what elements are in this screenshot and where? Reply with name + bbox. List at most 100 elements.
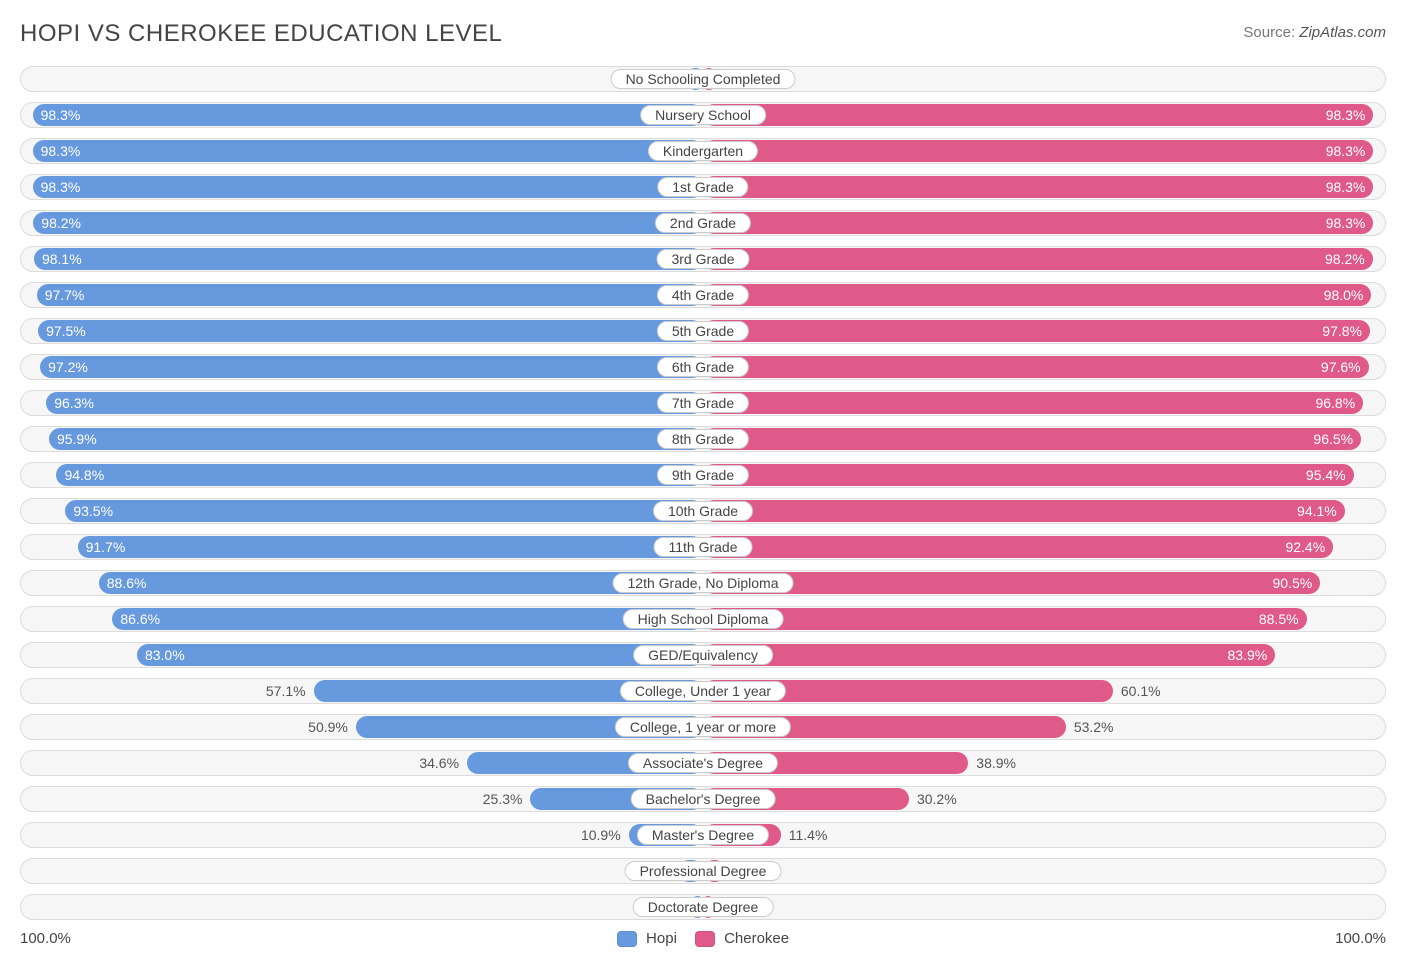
category-label: 10th Grade — [653, 501, 753, 521]
bar-left — [40, 356, 703, 378]
bar-right — [703, 464, 1354, 486]
value-left: 57.1% — [266, 683, 306, 699]
category-label: Master's Degree — [637, 825, 769, 845]
bar-right — [703, 392, 1363, 414]
category-label: Associate's Degree — [628, 753, 778, 773]
bar-left — [65, 500, 703, 522]
chart-row: 98.3%98.3%Kindergarten — [20, 138, 1386, 164]
value-right: 83.9% — [1227, 647, 1267, 663]
category-label: College, Under 1 year — [620, 681, 786, 701]
chart-row: 50.9%53.2%College, 1 year or more — [20, 714, 1386, 740]
category-label: 12th Grade, No Diploma — [613, 573, 794, 593]
value-left: 98.3% — [41, 179, 81, 195]
value-left: 10.9% — [581, 827, 621, 843]
value-right: 60.1% — [1121, 683, 1161, 699]
bar-right — [703, 428, 1361, 450]
chart-row: 98.3% 98.3% 1st Grade — [20, 174, 1386, 200]
bar-left — [33, 104, 703, 126]
value-right: 94.1% — [1297, 503, 1337, 519]
bar-left — [33, 212, 703, 234]
value-left: 93.5% — [73, 503, 113, 519]
legend: Hopi Cherokee — [617, 930, 789, 947]
value-left: 97.2% — [48, 359, 88, 375]
value-left: 95.9% — [57, 431, 97, 447]
value-right: 98.2% — [1325, 251, 1365, 267]
value-right: 38.9% — [976, 755, 1016, 771]
value-right: 96.8% — [1315, 395, 1355, 411]
category-label: No Schooling Completed — [611, 69, 796, 89]
value-left: 97.5% — [46, 323, 86, 339]
value-right: 98.3% — [1326, 179, 1366, 195]
chart-row: 93.5% 94.1% 10th Grade — [20, 498, 1386, 524]
axis-left-max: 100.0% — [20, 930, 71, 947]
bar-left — [78, 536, 703, 558]
legend-swatch-right — [695, 931, 715, 947]
value-right: 96.5% — [1313, 431, 1353, 447]
bar-right — [703, 356, 1369, 378]
bar-left — [49, 428, 703, 450]
value-right: 98.3% — [1326, 143, 1366, 159]
value-right: 88.5% — [1259, 611, 1299, 627]
legend-item-right: Cherokee — [695, 930, 789, 947]
category-label: 7th Grade — [657, 393, 749, 413]
category-label: 11th Grade — [653, 537, 752, 557]
value-right: 92.4% — [1285, 539, 1325, 555]
chart-row: 91.7% 92.4% 11th Grade — [20, 534, 1386, 560]
chart-row: 88.6%90.5%12th Grade, No Diploma — [20, 570, 1386, 596]
category-label: Nursery School — [640, 105, 766, 125]
value-left: 86.6% — [120, 611, 160, 627]
bar-right — [703, 104, 1373, 126]
bar-right — [703, 644, 1275, 666]
chart-row: 83.0% 83.9% GED/Equivalency — [20, 642, 1386, 668]
category-label: Kindergarten — [648, 141, 758, 161]
value-left: 25.3% — [483, 791, 523, 807]
diverging-bar-chart: 2.2%1.7%No Schooling Completed98.3%98.3%… — [20, 66, 1386, 920]
chart-title: HOPI VS CHEROKEE EDUCATION LEVEL — [20, 20, 502, 48]
category-label: Professional Degree — [625, 861, 782, 881]
category-label: 8th Grade — [657, 429, 749, 449]
bar-right — [703, 608, 1307, 630]
chart-row: 34.6%38.9%Associate's Degree — [20, 750, 1386, 776]
chart-row: 1.6%1.5%Doctorate Degree — [20, 894, 1386, 920]
chart-row: 25.3%30.2%Bachelor's Degree — [20, 786, 1386, 812]
value-right: 97.6% — [1321, 359, 1361, 375]
category-label: Doctorate Degree — [633, 897, 774, 917]
chart-row: 86.6%88.5%High School Diploma — [20, 606, 1386, 632]
value-left: 91.7% — [86, 539, 126, 555]
legend-label-left: Hopi — [646, 930, 677, 947]
value-left: 98.3% — [41, 107, 81, 123]
source-name: ZipAtlas.com — [1299, 24, 1386, 41]
category-label: 1st Grade — [657, 177, 748, 197]
bar-right — [703, 284, 1371, 306]
value-right: 97.8% — [1322, 323, 1362, 339]
category-label: 2nd Grade — [655, 213, 751, 233]
value-left: 83.0% — [145, 647, 185, 663]
legend-item-left: Hopi — [617, 930, 677, 947]
source-attribution: Source: ZipAtlas.com — [1243, 24, 1386, 41]
bar-right — [703, 320, 1370, 342]
value-right: 98.0% — [1324, 287, 1364, 303]
bar-right — [703, 248, 1373, 270]
category-label: GED/Equivalency — [633, 645, 773, 665]
chart-row: 97.7%98.0%4th Grade — [20, 282, 1386, 308]
value-left: 88.6% — [107, 575, 147, 591]
chart-row: 98.1%98.2%3rd Grade — [20, 246, 1386, 272]
chart-row: 57.1% 60.1% College, Under 1 year — [20, 678, 1386, 704]
chart-row: 97.5% 97.8% 5th Grade — [20, 318, 1386, 344]
value-left: 96.3% — [54, 395, 94, 411]
bar-left — [56, 464, 703, 486]
axis-right-max: 100.0% — [1335, 930, 1386, 947]
bar-right — [703, 176, 1373, 198]
value-left: 50.9% — [308, 719, 348, 735]
source-prefix: Source: — [1243, 24, 1295, 41]
legend-swatch-left — [617, 931, 637, 947]
bar-left — [46, 392, 703, 414]
value-right: 53.2% — [1074, 719, 1114, 735]
value-right: 95.4% — [1306, 467, 1346, 483]
bar-right — [703, 536, 1333, 558]
category-label: 9th Grade — [657, 465, 749, 485]
value-left: 94.8% — [64, 467, 104, 483]
bar-right — [703, 572, 1320, 594]
category-label: 5th Grade — [657, 321, 749, 341]
value-left: 98.2% — [41, 215, 81, 231]
